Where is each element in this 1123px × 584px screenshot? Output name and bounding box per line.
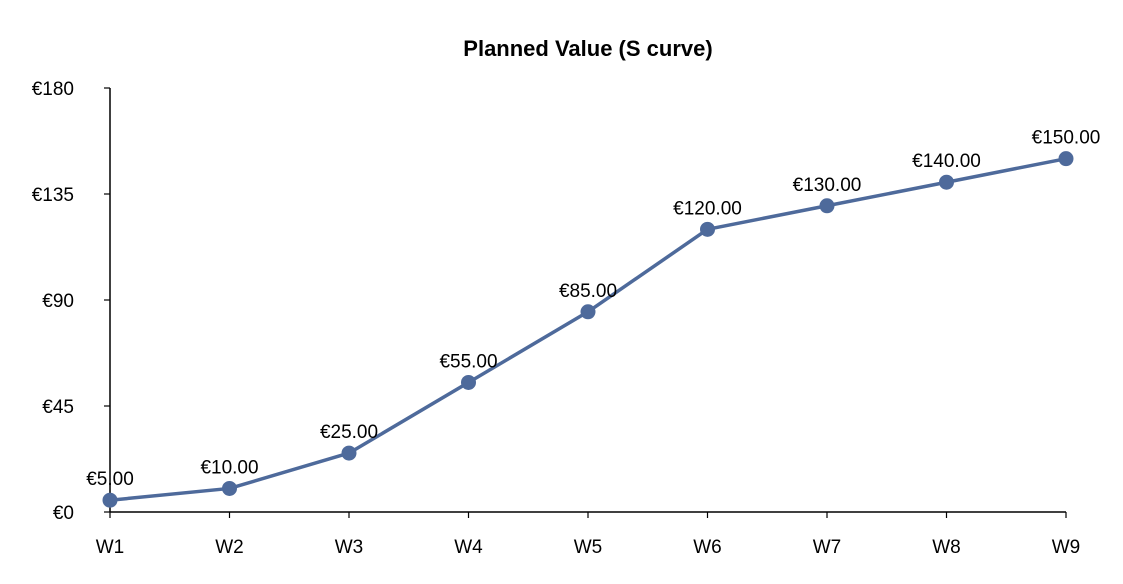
data-label: €130.00 <box>793 175 862 196</box>
x-tick-label: W3 <box>335 537 364 558</box>
chart-title: Planned Value (S curve) <box>463 36 712 61</box>
series-line <box>108 156 1068 502</box>
data-label: €85.00 <box>559 281 617 302</box>
data-point <box>580 304 596 320</box>
x-tick-label: W7 <box>813 537 842 558</box>
data-label: €120.00 <box>673 198 742 219</box>
series-layer <box>102 151 1074 508</box>
y-tick-label: €0 <box>53 503 74 524</box>
data-label: €140.00 <box>912 151 981 172</box>
data-point <box>700 221 715 237</box>
x-tick-label: W9 <box>1052 537 1081 558</box>
y-tick-label: €90 <box>42 291 74 312</box>
data-label: €25.00 <box>320 422 378 443</box>
data-point <box>819 198 835 214</box>
x-tick-label: W1 <box>96 537 125 558</box>
data-label: €55.00 <box>439 351 497 372</box>
data-point <box>341 445 357 461</box>
data-point <box>1058 151 1074 167</box>
data-labels: €5.00 €10.00 €25.00 €55.00 €85.00 €120.00 €130… <box>86 128 1100 491</box>
data-point <box>102 492 118 508</box>
y-tick-label: €45 <box>42 397 74 418</box>
x-tick-label: W5 <box>574 537 603 558</box>
x-tick-label: W8 <box>932 537 961 558</box>
axes: €0 €45 €90 €135 €180 W1 W2 W3 W4 W5 W6 W7 W8 W9 <box>32 79 1081 558</box>
data-label: €10.00 <box>200 457 258 478</box>
y-tick-label: €135 <box>32 185 74 206</box>
data-label: €5.00 <box>86 469 134 490</box>
y-tick-label: €180 <box>32 79 74 100</box>
x-tick-label: W6 <box>693 537 722 558</box>
data-point <box>461 374 476 390</box>
x-tick-label: W2 <box>215 537 244 558</box>
data-label: €150.00 <box>1032 128 1101 149</box>
data-point <box>222 480 237 496</box>
data-point <box>939 174 954 190</box>
x-tick-label: W4 <box>454 537 483 558</box>
